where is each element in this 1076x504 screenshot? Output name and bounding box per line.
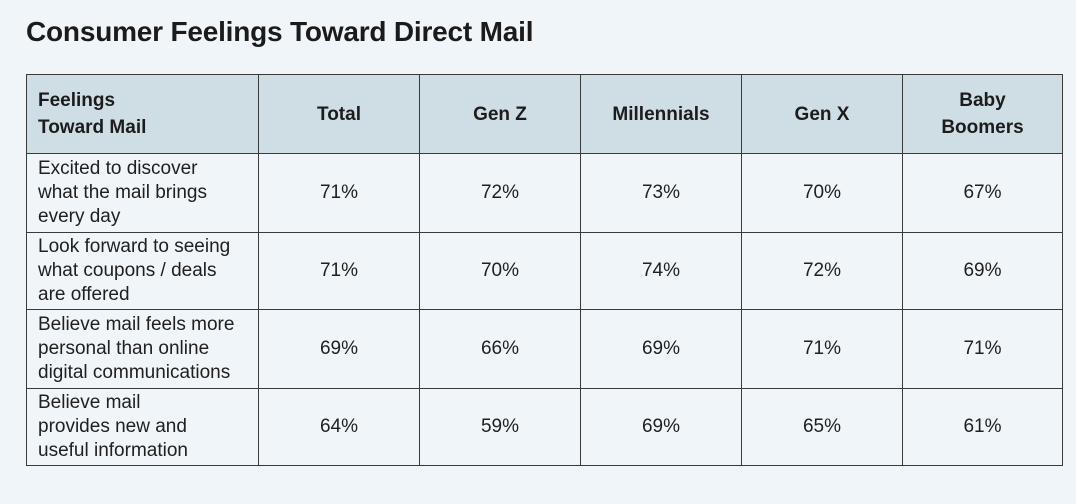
table-cell: 72% (741, 232, 903, 310)
table-cell: 59% (419, 388, 581, 466)
row-label: Believe mail feels more personal than on… (26, 309, 259, 389)
table-cell: 72% (419, 153, 581, 233)
table-cell: 69% (580, 388, 742, 466)
table-cell: 61% (902, 388, 1063, 466)
row-label: Excited to discover what the mail brings… (26, 153, 259, 233)
table-cell: 69% (902, 232, 1063, 310)
table-cell: 65% (741, 388, 903, 466)
column-header-total: Total (258, 74, 420, 154)
table-row: Look forward to seeing what coupons / de… (26, 232, 1063, 310)
table-cell: 71% (741, 309, 903, 389)
chart-title: Consumer Feelings Toward Direct Mail (26, 16, 534, 47)
table-row: Believe mail feels more personal than on… (26, 309, 1063, 389)
row-label: Look forward to seeing what coupons / de… (26, 232, 259, 310)
table-row: Excited to discover what the mail brings… (26, 153, 1063, 233)
table-header-row: Feelings Toward Mail Total Gen Z Millenn… (26, 74, 1063, 154)
table-cell: 73% (580, 153, 742, 233)
table-cell: 67% (902, 153, 1063, 233)
column-header-gen-z: Gen Z (419, 74, 581, 154)
table-cell: 69% (258, 309, 420, 389)
table-cell: 70% (419, 232, 581, 310)
row-label: Believe mail provides new and useful inf… (26, 388, 259, 466)
table-cell: 69% (580, 309, 742, 389)
table-cell: 71% (258, 232, 420, 310)
column-header-baby-boomers: Baby Boomers (902, 74, 1063, 154)
table-cell: 71% (902, 309, 1063, 389)
table-cell: 74% (580, 232, 742, 310)
column-header-gen-x: Gen X (741, 74, 903, 154)
table-cell: 64% (258, 388, 420, 466)
column-header-feelings: Feelings Toward Mail (26, 74, 259, 154)
table-cell: 70% (741, 153, 903, 233)
table-cell: 71% (258, 153, 420, 233)
column-header-millennials: Millennials (580, 74, 742, 154)
table-row: Believe mail provides new and useful inf… (26, 388, 1063, 466)
table-cell: 66% (419, 309, 581, 389)
data-table: Feelings Toward Mail Total Gen Z Millenn… (26, 74, 1063, 466)
